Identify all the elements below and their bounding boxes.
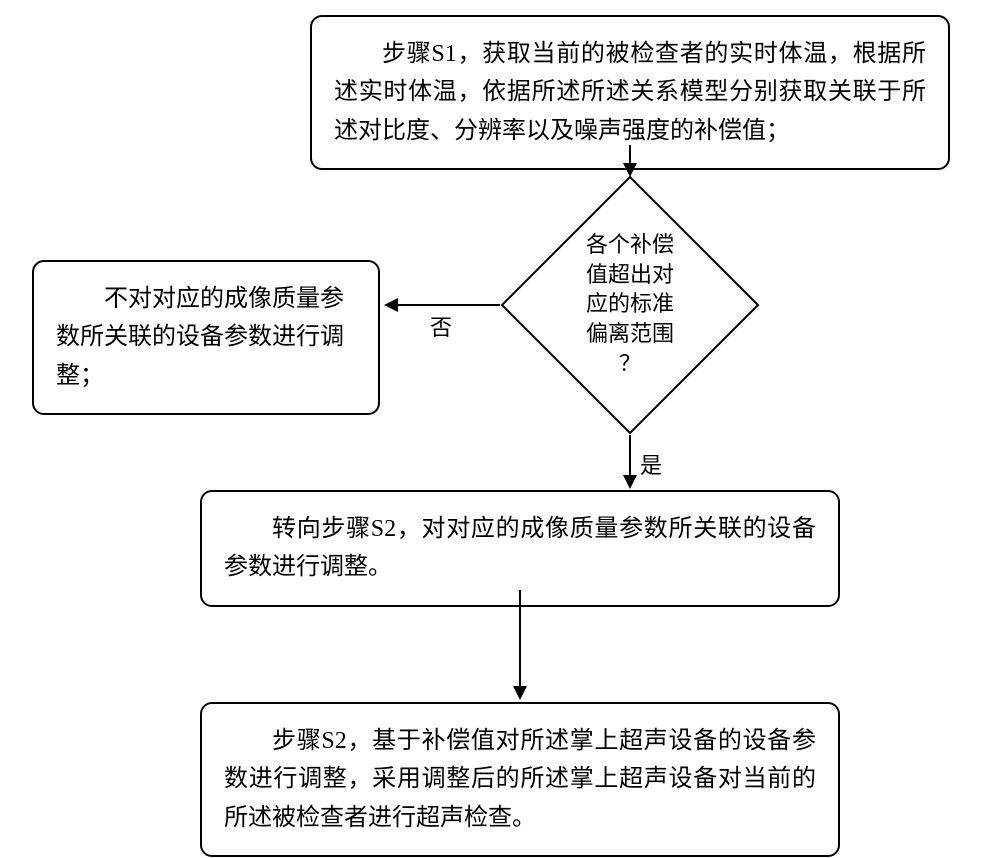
decision-line-4: ？	[500, 349, 760, 379]
step-s2b-text: 步骤S2，基于补偿值对所述掌上超声设备的设备参数进行调整，采用调整后的所述掌上超…	[224, 722, 816, 837]
edge-decision-s2a-head	[623, 475, 637, 489]
edge-decision-side	[397, 304, 500, 306]
edge-decision-side-head	[384, 298, 398, 312]
decision-text: 各个补偿 值超出对 应的标准 偏离范围 ？	[500, 230, 760, 378]
decision-line-3: 偏离范围	[500, 319, 760, 349]
step-s2b-box: 步骤S2，基于补偿值对所述掌上超声设备的设备参数进行调整，采用调整后的所述掌上超…	[200, 702, 840, 857]
no-adjust-text: 不对对应的成像质量参数所关联的设备参数进行调整；	[56, 280, 356, 395]
edge-s1-decision	[629, 145, 631, 165]
edge-s2a-s2b	[519, 590, 521, 688]
no-adjust-box: 不对对应的成像质量参数所关联的设备参数进行调整；	[32, 260, 380, 415]
decision-line-2: 应的标准	[500, 289, 760, 319]
step-s1-text: 步骤S1，获取当前的被检查者的实时体温，根据所述实时体温，依据所述所述关系模型分…	[334, 35, 926, 150]
edge-s2a-s2b-head	[513, 686, 527, 700]
decision-line-0: 各个补偿	[500, 230, 760, 260]
decision-diamond: 各个补偿 值超出对 应的标准 偏离范围 ？	[500, 175, 760, 435]
edge-label-yes: 是	[640, 448, 662, 480]
edge-decision-s2a	[629, 435, 631, 477]
edge-label-no: 否	[430, 310, 452, 342]
step-s2a-text: 转向步骤S2，对对应的成像质量参数所关联的设备参数进行调整。	[224, 510, 816, 587]
decision-line-1: 值超出对	[500, 260, 760, 290]
